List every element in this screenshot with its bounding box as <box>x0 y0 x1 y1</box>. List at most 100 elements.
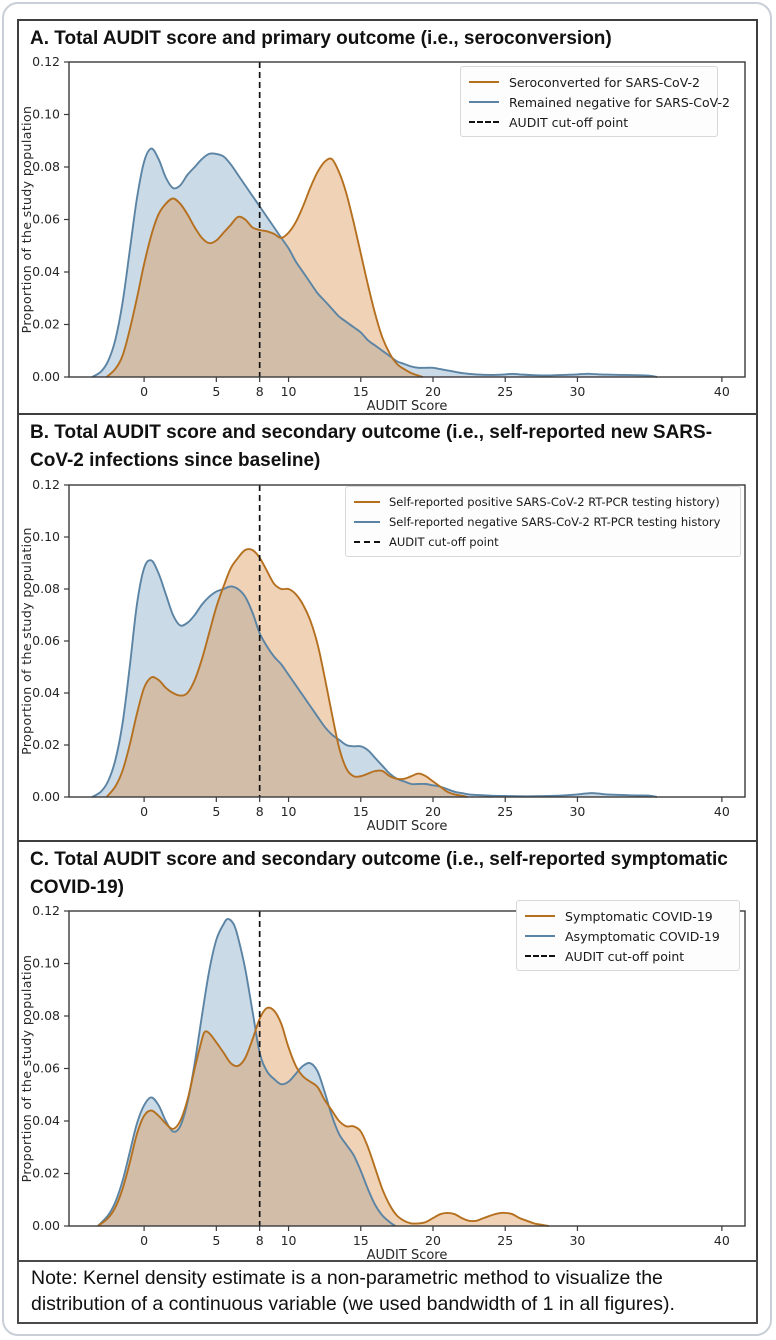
panel-a-legend: Seroconverted for SARS-CoV-2 Remained neg… <box>460 66 730 137</box>
y-tick-label: 0.00 <box>32 1218 60 1233</box>
kde-line-orange <box>105 157 424 378</box>
x-tick-label: 30 <box>569 804 585 819</box>
x-tick-label: 5 <box>212 384 220 399</box>
legend-item: AUDIT cut-off point <box>525 946 731 966</box>
x-tick-label: 25 <box>497 384 513 399</box>
x-tick-label: 10 <box>281 1233 297 1248</box>
legend-item: Symptomatic COVID-19 <box>525 906 731 926</box>
x-tick-label: 0 <box>140 384 148 399</box>
legend-orange-line-swatch <box>525 915 555 917</box>
y-tick-label: 0.02 <box>32 317 60 332</box>
x-tick-label: 40 <box>714 384 730 399</box>
kde-area-orange <box>97 1007 549 1226</box>
legend-label: Asymptomatic COVID-19 <box>565 928 720 944</box>
x-tick-label: 25 <box>497 1233 513 1248</box>
legend-blue-line-swatch <box>354 521 380 523</box>
figure-note-box: Note: Kernel density estimate is a non-p… <box>17 1260 758 1324</box>
x-tick-label: 10 <box>281 384 297 399</box>
y-tick-label: 0.04 <box>32 1113 60 1128</box>
legend-label: AUDIT cut-off point <box>389 535 499 549</box>
y-tick-label: 0.12 <box>32 477 60 492</box>
legend-item: Self-reported positive SARS-CoV-2 RT-PCR… <box>354 492 732 512</box>
y-axis-label: Proportion of the study population <box>19 527 34 755</box>
y-tick-label: 0.06 <box>32 212 60 227</box>
panel-c-chart: 0.00 0.02 0.04 0.06 0.08 0.10 0.12 0 5 8 10 15 20 25 3… <box>19 842 756 1265</box>
y-tick-label: 0.10 <box>32 956 60 971</box>
legend-item: Self-reported negative SARS-CoV-2 RT-PCR… <box>354 512 732 532</box>
x-axis-label: AUDIT Score <box>367 399 448 413</box>
panel-c-svg: 0.00 0.02 0.04 0.06 0.08 0.10 0.12 0 5 8 10 15 20 25 3… <box>19 903 746 1263</box>
legend-dashed-line-swatch <box>469 121 499 123</box>
x-tick-label: 30 <box>569 1233 585 1248</box>
legend-item: Seroconverted for SARS-CoV-2 <box>469 72 709 92</box>
panel-c-legend: Symptomatic COVID-19 Asymptomatic COVID-1… <box>516 900 740 971</box>
kde-line-blue <box>91 559 658 798</box>
legend-blue-line-swatch <box>525 935 555 937</box>
x-tick-label: 8 <box>256 804 264 819</box>
legend-label: Symptomatic COVID-19 <box>565 908 713 924</box>
x-axis-label: AUDIT Score <box>367 1248 448 1260</box>
legend-label: AUDIT cut-off point <box>509 114 629 130</box>
legend-item: AUDIT cut-off point <box>354 532 732 552</box>
panel-a-svg: 0.00 0.02 0.04 0.06 0.08 0.10 0.12 0 5 8 10 15 20 25 3… <box>19 54 746 414</box>
x-axis-label: AUDIT Score <box>367 819 448 834</box>
legend-blue-line-swatch <box>469 101 499 103</box>
y-tick-label: 0.06 <box>32 1061 60 1076</box>
legend-label: Self-reported positive SARS-CoV-2 RT-PCR… <box>389 495 720 509</box>
y-tick-label: 0.04 <box>32 685 60 700</box>
x-tick-label: 20 <box>425 1233 441 1248</box>
legend-label: Self-reported negative SARS-CoV-2 RT-PCR… <box>389 515 721 529</box>
panel-b: 0.00 0.02 0.04 0.06 0.08 0.10 0.12 0 5 8 10 15 20 25 3… <box>17 413 758 842</box>
x-tick-label: 15 <box>353 384 369 399</box>
legend-dashed-line-swatch <box>525 955 555 957</box>
x-tick-label: 10 <box>281 804 297 819</box>
kde-line-blue <box>97 917 396 1227</box>
panel-a-title: A. Total AUDIT score and primary outcome… <box>30 28 612 49</box>
y-tick-label: 0.08 <box>32 581 60 596</box>
x-tick-label: 40 <box>714 1233 730 1248</box>
legend-label: Remained negative for SARS-CoV-2 <box>509 94 730 110</box>
y-tick-label: 0.08 <box>32 159 60 174</box>
y-tick-label: 0.10 <box>32 529 60 544</box>
panel-b-title: B. Total AUDIT score and secondary outco… <box>30 422 713 471</box>
panel-b-legend: Self-reported positive SARS-CoV-2 RT-PCR… <box>345 486 741 557</box>
kde-area-blue <box>97 918 396 1226</box>
y-tick-label: 0.02 <box>32 1166 60 1181</box>
y-tick-label: 0.04 <box>32 264 60 279</box>
legend-item: AUDIT cut-off point <box>469 112 709 132</box>
panel-a-chart: 0.00 0.02 0.04 0.06 0.08 0.10 0.12 0 5 8 10 15 20 25 3… <box>19 21 756 418</box>
y-tick-label: 0.00 <box>32 369 60 384</box>
panel-c-title: C. Total AUDIT score and secondary outco… <box>30 849 728 898</box>
y-axis-label: Proportion of the study population <box>19 955 34 1183</box>
y-tick-label: 0.06 <box>32 633 60 648</box>
kde-line-orange <box>97 1006 549 1227</box>
panel-b-svg: 0.00 0.02 0.04 0.06 0.08 0.10 0.12 0 5 8 10 15 20 25 3… <box>19 477 746 834</box>
legend-label: Seroconverted for SARS-CoV-2 <box>509 74 700 90</box>
panel-b-chart: 0.00 0.02 0.04 0.06 0.08 0.10 0.12 0 5 8 10 15 20 25 3… <box>19 415 756 845</box>
y-tick-label: 0.08 <box>32 1008 60 1023</box>
x-tick-label: 15 <box>353 1233 369 1248</box>
x-tick-label: 40 <box>714 804 730 819</box>
x-tick-label: 30 <box>569 384 585 399</box>
panel-c: 0.00 0.02 0.04 0.06 0.08 0.10 0.12 0 5 8 10 15 20 25 3… <box>17 840 758 1265</box>
figure-note: Note: Kernel density estimate is a non-p… <box>31 1267 675 1315</box>
kde-line-orange <box>105 548 468 798</box>
figure-panels: 0.00 0.02 0.04 0.06 0.08 0.10 0.12 0 5 8 10 15 20 25 3… <box>17 19 758 1324</box>
x-tick-label: 25 <box>497 804 513 819</box>
x-tick-label: 0 <box>140 1233 148 1248</box>
legend-item: Asymptomatic COVID-19 <box>525 926 731 946</box>
x-tick-label: 15 <box>353 804 369 819</box>
legend-orange-line-swatch <box>354 501 380 503</box>
y-tick-label: 0.12 <box>32 54 60 69</box>
legend-label: AUDIT cut-off point <box>565 948 685 964</box>
x-tick-label: 8 <box>256 384 264 399</box>
kde-area-blue <box>92 560 657 797</box>
legend-item: Remained negative for SARS-CoV-2 <box>469 92 730 112</box>
kde-area-blue <box>92 148 657 377</box>
legend-dashed-line-swatch <box>354 541 380 543</box>
x-tick-label: 0 <box>140 804 148 819</box>
kde-line-blue <box>91 147 658 378</box>
y-tick-label: 0.00 <box>32 789 60 804</box>
x-tick-label: 20 <box>425 804 441 819</box>
x-tick-label: 5 <box>212 1233 220 1248</box>
